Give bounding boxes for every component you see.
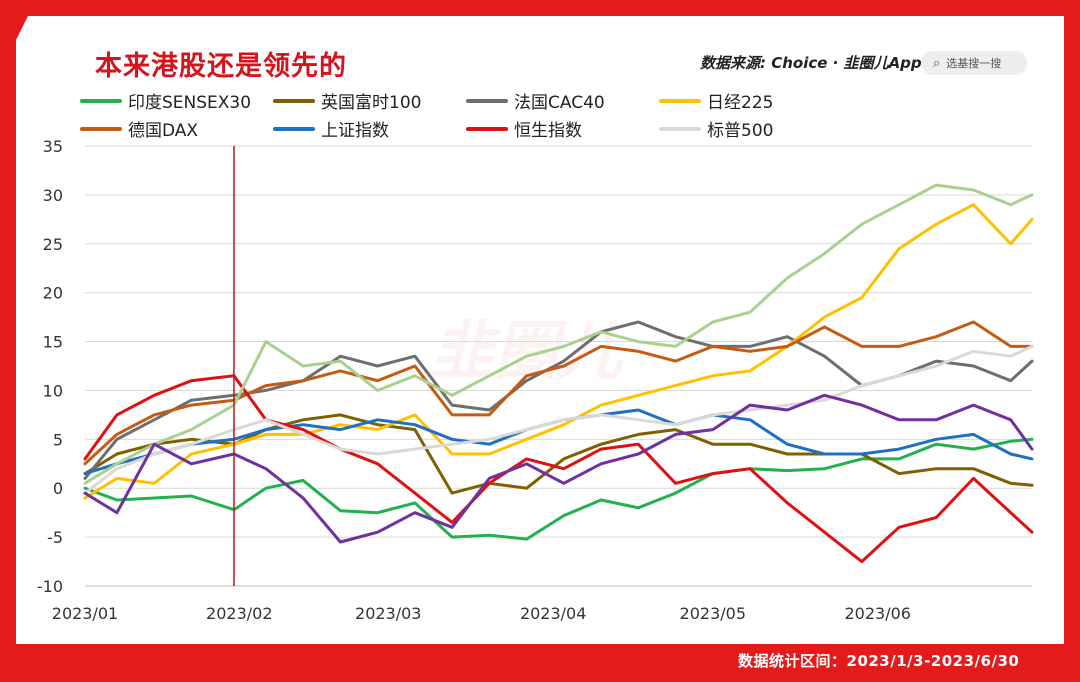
legend-item: 法国CAC40 [466,88,605,113]
x-tick-label: 2023/02 [206,604,272,623]
x-tick-label: 2023/01 [52,604,118,623]
legend-label: 英国富时100 [321,93,422,113]
x-tick-label: 2023/05 [680,604,746,623]
legend-swatch [80,98,122,103]
legend-label: 印度SENSEX30 [128,93,252,113]
legend-item: 印度SENSEX30 [80,88,251,113]
legend-item: 英国富时100 [273,88,421,113]
search-placeholder: 选基搜一搜 [946,57,1002,70]
series-line [83,393,1034,544]
series-line [83,183,1034,485]
legend-swatch [466,98,508,103]
legend-item: 上证指数 [273,116,389,141]
series-line [83,437,1034,541]
data-source-label: 数据来源: Choice · 韭圈儿App [700,54,922,72]
y-tick-label: 0 [53,479,63,498]
legend-swatch [273,98,315,103]
legend-item: 日经225 [659,88,773,113]
legend-label: 日经225 [707,93,774,113]
legend-item: 标普500 [659,116,773,141]
series-line [83,203,1034,500]
chart-title: 本来港股还是领先的 [95,51,347,82]
y-tick-label: 10 [43,381,63,400]
legend-swatch [466,126,508,131]
y-tick-label: 25 [43,235,63,254]
y-tick-label: 20 [43,284,63,303]
series-line [83,413,1034,495]
legend-label: 上证指数 [321,121,389,141]
date-range-footer: 数据统计区间：2023/1/3-2023/6/30 [738,652,1020,670]
series-line [83,374,1034,564]
x-tick-label: 2023/03 [355,604,421,623]
legend-item: 恒生指数 [466,116,582,141]
chart-card [16,16,1064,644]
legend-label: 恒生指数 [514,121,582,141]
search-box[interactable]: ⌕ 选基搜一搜 [921,51,1027,75]
legend-swatch [659,126,701,131]
legend-swatch [80,126,122,131]
legend-item: 德国DAX [80,116,198,141]
x-tick-label: 2023/06 [844,604,910,623]
x-tick-label: 2023/04 [520,604,586,623]
series-line [83,320,1034,466]
y-tick-label: 15 [43,333,63,352]
y-tick-label: 35 [43,137,63,156]
search-icon: ⌕ [933,55,941,71]
legend-swatch [273,126,315,131]
legend-label: 德国DAX [128,121,199,141]
x-axis: 2023/01 2023/02 2023/03 2023/04 2023/05 2023/… [52,585,1032,623]
y-tick-label: 30 [43,186,63,205]
series-lines [83,183,1034,564]
y-axis: -10 -5 0 5 10 15 20 25 30 35 [37,137,63,596]
series-line [83,344,1034,495]
y-tick-label: -10 [37,577,63,596]
legend-label: 标普500 [707,121,774,141]
legend-label: 法国CAC40 [514,93,605,113]
legend-swatch [659,98,701,103]
y-tick-label: -5 [47,528,63,547]
corner-decoration [0,0,44,104]
y-tick-label: 5 [53,430,63,449]
